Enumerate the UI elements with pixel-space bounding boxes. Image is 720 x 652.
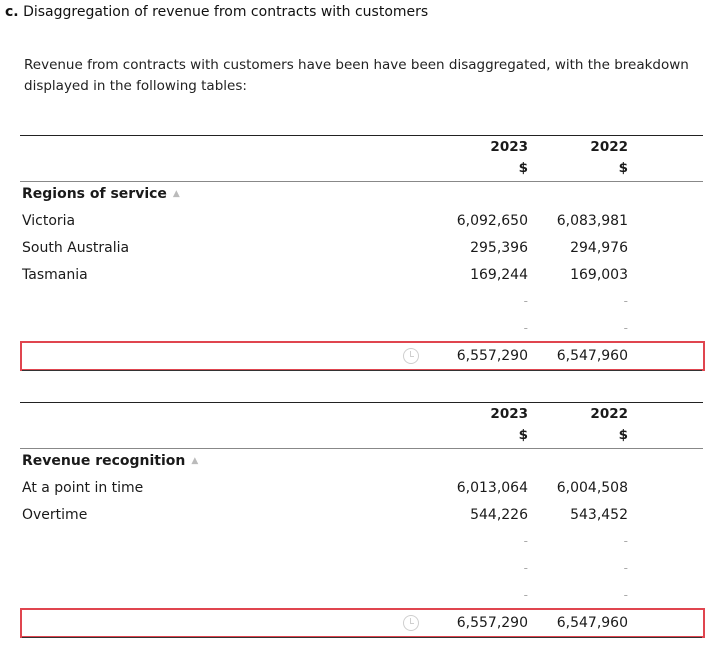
section-letter: c. [5, 4, 19, 20]
section-label-regions[interactable]: Regions of service ▲ [22, 186, 180, 202]
blank-cell-2022: - [623, 534, 628, 548]
blank-cell-2023: - [523, 588, 528, 602]
history-icon[interactable] [403, 348, 419, 364]
total-2023: 6,557,290 [456, 615, 528, 631]
total-2023: 6,557,290 [456, 348, 528, 364]
table-cell-2022: 6,083,981 [556, 213, 628, 229]
table-top-rule [20, 402, 703, 403]
table-cell-2022: 169,003 [570, 267, 628, 283]
total-rule [22, 637, 702, 638]
column-header-2023: 2023 [490, 139, 528, 155]
chevron-up-icon[interactable]: ▲ [191, 456, 199, 466]
blank-cell-2022: - [623, 321, 628, 335]
section-label-recognition[interactable]: Revenue recognition ▲ [22, 453, 198, 469]
total-2022: 6,547,960 [556, 615, 628, 631]
table-cell-2022: 543,452 [570, 507, 628, 523]
total-rule [22, 370, 702, 371]
table-row-label: At a point in time [22, 480, 144, 496]
table-cell-2023: 6,013,064 [456, 480, 528, 496]
table-row-label: Tasmania [22, 267, 88, 283]
currency-2023: $ [518, 427, 528, 443]
total-2022: 6,547,960 [556, 348, 628, 364]
blank-cell-2023: - [523, 561, 528, 575]
currency-2022: $ [618, 427, 628, 443]
history-icon[interactable] [403, 615, 419, 631]
table-row-label: Victoria [22, 213, 76, 229]
table-cell-2022: 6,004,508 [556, 480, 628, 496]
blank-cell-2022: - [623, 294, 628, 308]
table-cell-2023: 6,092,650 [456, 213, 528, 229]
header-rule [20, 181, 703, 182]
table-cell-2023: 295,396 [470, 240, 528, 256]
table-cell-2023: 169,244 [470, 267, 528, 283]
column-header-2022: 2022 [590, 139, 628, 155]
blank-cell-2023: - [523, 321, 528, 335]
header-rule [20, 448, 703, 449]
chevron-up-icon[interactable]: ▲ [172, 189, 180, 199]
table-top-rule [20, 135, 703, 136]
currency-2023: $ [518, 160, 528, 176]
intro-paragraph: Revenue from contracts with customers ha… [24, 57, 689, 94]
column-header-2022: 2022 [590, 406, 628, 422]
column-header-2023: 2023 [490, 406, 528, 422]
blank-cell-2023: - [523, 534, 528, 548]
table-cell-2022: 294,976 [570, 240, 628, 256]
blank-cell-2023: - [523, 294, 528, 308]
blank-cell-2022: - [623, 588, 628, 602]
section-label-text: Regions of service [22, 186, 167, 202]
blank-cell-2022: - [623, 561, 628, 575]
section-title: Disaggregation of revenue from contracts… [23, 4, 429, 20]
section-label-text: Revenue recognition [22, 453, 186, 469]
currency-2022: $ [618, 160, 628, 176]
table-cell-2023: 544,226 [470, 507, 528, 523]
table-row-label: Overtime [22, 507, 88, 523]
table-row-label: South Australia [22, 240, 130, 256]
section-heading: c. Disaggregation of revenue from contra… [5, 4, 428, 20]
